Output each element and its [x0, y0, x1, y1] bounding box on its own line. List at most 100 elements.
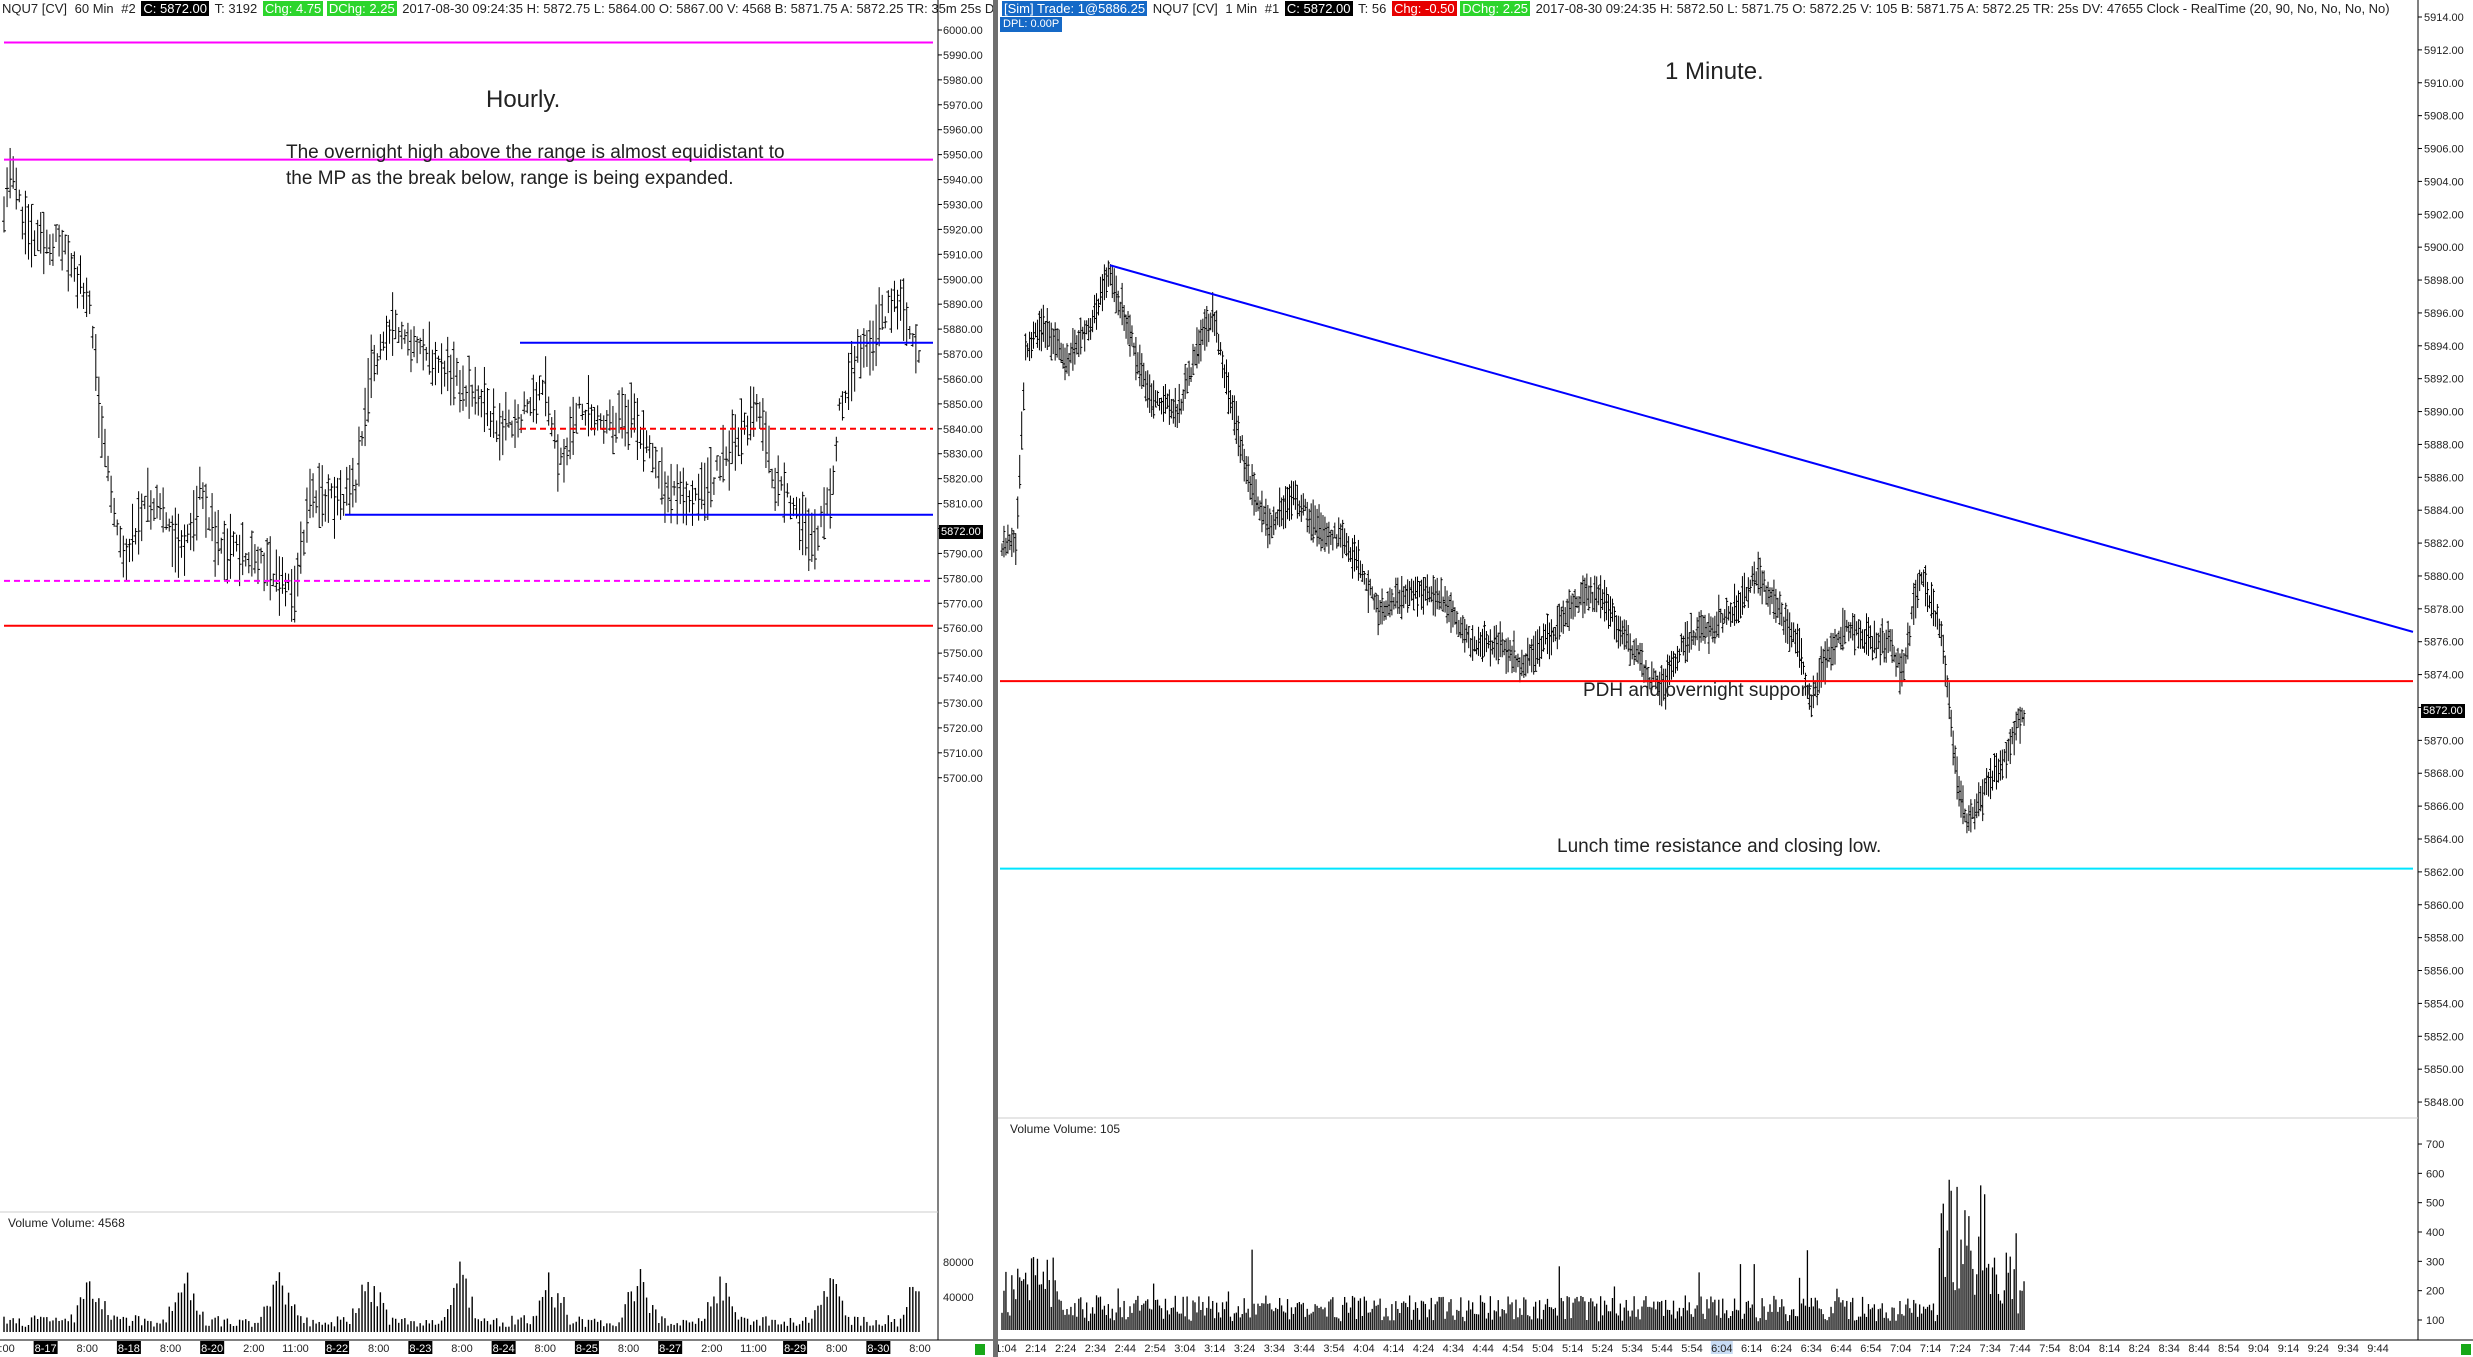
- price-tick-label: 5862.00: [2424, 867, 2464, 879]
- volume-tick-label: 100: [2426, 1315, 2444, 1327]
- time-label: 7:44: [2009, 1343, 2030, 1355]
- price-tick-label: 5870.00: [943, 349, 983, 361]
- time-label: 4:14: [1383, 1343, 1404, 1355]
- date-label-bg: [408, 1341, 433, 1354]
- interval-label: 60 Min: [74, 1, 114, 16]
- price-tick-label: 5866.00: [2424, 801, 2464, 813]
- minute-price-chart[interactable]: 5914.00 5912.00 5910.00 5908.00 5906.00 5904.…: [998, 0, 2473, 1357]
- time-label: 2:34: [1085, 1343, 1106, 1355]
- bar-details: 2017-08-30 09:24:35 H: 5872.75 L: 5864.0…: [402, 1, 993, 16]
- corner-marker-icon: [2461, 1344, 2471, 1355]
- volume-tick-label: 700: [2426, 1139, 2444, 1151]
- time-label: 2:54: [1144, 1343, 1165, 1355]
- time-label: 11:00: [282, 1343, 309, 1355]
- price-tick-label: 5860.00: [943, 374, 983, 386]
- price-tick-label: 5874.00: [2424, 670, 2464, 682]
- annotation-line-2: the MP as the break below, range is bein…: [286, 168, 734, 189]
- time-label: 2:00: [243, 1343, 264, 1355]
- time-label: 5:14: [1562, 1343, 1583, 1355]
- date-label: 8-22: [326, 1343, 348, 1355]
- date-label: 8-17: [35, 1343, 57, 1355]
- price-tick-label: 5854.00: [2424, 998, 2464, 1010]
- date-label: 8-23: [409, 1343, 431, 1355]
- date-label-bg: [33, 1341, 58, 1354]
- time-label: 5:54: [1681, 1343, 1702, 1355]
- price-tick-label: 5888.00: [2424, 439, 2464, 451]
- price-tick-label: 5892.00: [2424, 374, 2464, 386]
- volume-tick-label: 600: [2426, 1168, 2444, 1180]
- time-label: 8:14: [2099, 1343, 2120, 1355]
- price-tick-label: 5750.00: [943, 648, 983, 660]
- time-label: 3:24: [1234, 1343, 1255, 1355]
- time-label: 6:04: [1711, 1343, 1732, 1355]
- price-tick-label: 5850.00: [2424, 1064, 2464, 1076]
- time-label: 6:54: [1860, 1343, 1881, 1355]
- minute-chart-panel[interactable]: [Sim] Trade: 1@5886.25 NQU7 [CV] 1 Min #…: [998, 0, 2473, 1357]
- chart-title: Hourly.: [486, 86, 561, 113]
- time-label: 7:34: [1980, 1343, 2001, 1355]
- minute-chart-header: [Sim] Trade: 1@5886.25 NQU7 [CV] 1 Min #…: [1002, 0, 2392, 20]
- date-label-bg: [200, 1341, 225, 1354]
- time-label: 4:54: [1502, 1343, 1523, 1355]
- price-tick-label: 5912.00: [2424, 45, 2464, 57]
- time-label: 4:44: [1473, 1343, 1494, 1355]
- time-label: 6:14: [1741, 1343, 1762, 1355]
- price-tick-label: 5848.00: [2424, 1097, 2464, 1109]
- time-label: 9:24: [2308, 1343, 2329, 1355]
- price-tick-label: 5900.00: [2424, 242, 2464, 254]
- price-tick-label: 5856.00: [2424, 966, 2464, 978]
- price-tick-label: 5894.00: [2424, 341, 2464, 353]
- price-tick-label: 5710.00: [943, 748, 983, 760]
- daily-change-badge: DChg: 2.25: [1460, 1, 1531, 16]
- time-label: 8:00: [618, 1343, 639, 1355]
- price-tick-label: 5900.00: [943, 274, 983, 286]
- date-label: 8-27: [659, 1343, 681, 1355]
- price-tick-label: 5870.00: [2424, 735, 2464, 747]
- time-label: 4:04: [1353, 1343, 1374, 1355]
- time-label: 5:24: [1592, 1343, 1613, 1355]
- hourly-chart-header: NQU7 [CV] 60 Min #2 C: 5872.00 T: 3192 C…: [0, 0, 993, 20]
- date-label: 8-24: [493, 1343, 515, 1355]
- date-label: 8-30: [867, 1343, 889, 1355]
- price-tick-label: 5970.00: [943, 100, 983, 112]
- price-tick-label: 5858.00: [2424, 933, 2464, 945]
- price-tick-label: 5850.00: [943, 399, 983, 411]
- hourly-price-chart[interactable]: 6000.00 5990.00 5980.00 5970.00 5960.00 5950.…: [0, 0, 993, 1357]
- volume-tick-label: 400: [2426, 1227, 2444, 1239]
- lunch-resistance-annotation: Lunch time resistance and closing low.: [1557, 836, 1882, 857]
- time-label: 8:04: [2069, 1343, 2090, 1355]
- symbol-label: NQU7 [CV]: [2, 1, 68, 16]
- time-label: 7:04: [1890, 1343, 1911, 1355]
- annotation-line-1: The overnight high above the range is al…: [286, 142, 785, 163]
- time-label: 6:34: [1801, 1343, 1822, 1355]
- price-tick-label: 5840.00: [943, 424, 983, 436]
- price-tick-label: 5990.00: [943, 50, 983, 62]
- last-price-tag: 5872.00: [939, 525, 983, 539]
- time-label: 8:00: [909, 1343, 930, 1355]
- price-tick-label: 5904.00: [2424, 176, 2464, 188]
- last-price-tag: 5872.00: [2421, 704, 2465, 718]
- price-tick-label: 5920.00: [943, 224, 983, 236]
- time-label: 3:14: [1204, 1343, 1225, 1355]
- price-tick-label: 5910.00: [2424, 78, 2464, 90]
- time-label: 4:34: [1443, 1343, 1464, 1355]
- time-label: 4:24: [1413, 1343, 1434, 1355]
- price-tick-label: 5780.00: [943, 573, 983, 585]
- price-tick-label: 5930.00: [943, 199, 983, 211]
- price-tick-label: 5876.00: [2424, 637, 2464, 649]
- hourly-chart-panel[interactable]: NQU7 [CV] 60 Min #2 C: 5872.00 T: 3192 C…: [0, 0, 993, 1357]
- panel-divider[interactable]: [993, 0, 998, 1357]
- change-badge: Chg: 4.75: [262, 1, 324, 16]
- time-label: 8:34: [2159, 1343, 2180, 1355]
- price-tick-label: 5914.00: [2424, 12, 2464, 24]
- chart-number: #1: [1264, 1, 1280, 16]
- price-tick-label: 5950.00: [943, 150, 983, 162]
- time-label: 11:00: [740, 1343, 767, 1355]
- time-label: 3:54: [1323, 1343, 1344, 1355]
- time-label: 9:04: [2248, 1343, 2269, 1355]
- price-tick-label: 5740.00: [943, 673, 983, 685]
- price-tick-label: 5908.00: [2424, 111, 2464, 123]
- time-label: 8:54: [2218, 1343, 2239, 1355]
- time-label: 1:04: [998, 1343, 1017, 1355]
- price-tick-label: 5860.00: [2424, 900, 2464, 912]
